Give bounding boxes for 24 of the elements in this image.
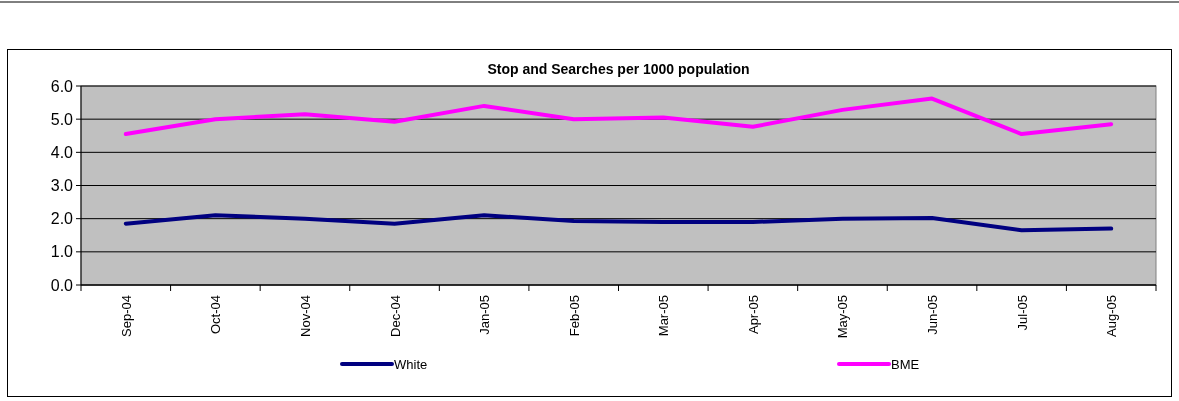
x-tick-label: Feb-05 bbox=[566, 295, 582, 337]
legend-label: White bbox=[394, 356, 428, 372]
x-tick-label: Aug-05 bbox=[1104, 295, 1120, 337]
legend-label: BME bbox=[891, 356, 920, 372]
x-tick-label: Oct-04 bbox=[208, 295, 224, 335]
y-tick-label: 0.0 bbox=[50, 276, 74, 294]
x-tick-label: Nov-04 bbox=[297, 295, 313, 337]
x-tick-label: Mar-05 bbox=[656, 295, 672, 337]
x-tick-label: Dec-04 bbox=[387, 295, 403, 337]
y-tick-label: 5.0 bbox=[50, 110, 74, 128]
line-series bbox=[123, 96, 1114, 137]
x-tick-label: Apr-05 bbox=[745, 295, 761, 335]
y-tick-label: 4.0 bbox=[50, 143, 74, 161]
x-tick-label: Jul-05 bbox=[1014, 295, 1030, 331]
y-tick-label: 6.0 bbox=[50, 77, 74, 95]
x-tick-label: Sep-04 bbox=[118, 295, 134, 337]
chart-title: Stop and Searches per 1000 population bbox=[487, 61, 750, 77]
x-tick-label: Jan-05 bbox=[477, 295, 493, 335]
y-tick-label: 2.0 bbox=[50, 210, 74, 228]
y-tick-label: 1.0 bbox=[50, 243, 74, 261]
x-tick-label: May-05 bbox=[835, 295, 851, 339]
y-tick-label: 3.0 bbox=[50, 177, 74, 195]
line-series bbox=[123, 213, 1114, 233]
x-tick-label: Jun-05 bbox=[925, 295, 941, 335]
